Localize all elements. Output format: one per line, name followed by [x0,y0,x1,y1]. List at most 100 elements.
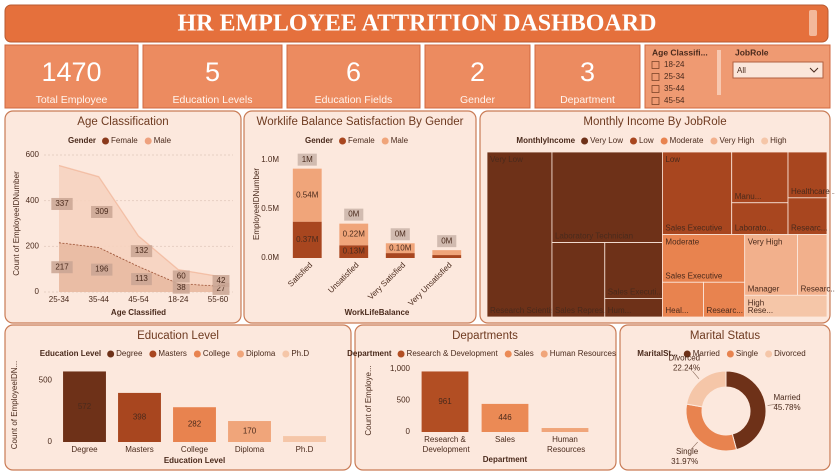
data-label: 309 [95,207,109,216]
bar [118,392,161,442]
slicer-scrollbar [717,50,721,95]
data-label-box [91,263,113,276]
data-label: 42 [217,276,226,285]
data-label-box [390,228,410,241]
y-tick-label: 1,000 [390,364,411,373]
treemap-cell-label: Researc... [707,306,743,315]
checkbox[interactable] [651,73,660,81]
leader-line [690,441,698,450]
data-label: 0M [395,229,406,238]
panel [354,324,617,471]
x-tick-label: 25-34 [49,295,70,304]
data-label: 27 [217,284,226,293]
y-tick-label: 200 [26,241,40,250]
data-label: 0.54M [296,190,319,199]
data-label: 132 [135,246,149,255]
x-tick-label: Diploma [235,445,265,454]
y-tick-label: 0 [406,427,411,436]
x-axis-title: Age Classified [111,308,166,317]
legend-swatch [149,350,157,358]
x-tick-label: 45-54 [128,295,149,304]
legend-swatch [726,350,734,358]
area [59,165,218,286]
kpi-label: Education Fields [315,94,393,106]
bar [228,421,271,442]
x-tick-label: 35-44 [89,295,110,304]
legend-label: Male [391,136,409,145]
data-label-box [212,275,230,288]
legend-swatch [397,350,405,358]
treemap-cell [551,151,663,243]
kpi-label: Gender [460,94,496,106]
treemap-cell-label: Hum... [608,306,632,315]
treemap-cell-label: Sales Executi... [608,288,663,297]
legend-swatch [581,137,589,145]
treemap-cell-label: Researc... [801,284,835,293]
data-label: 60 [177,272,186,281]
legend-title: Department [347,349,392,358]
legend-title: Gender [305,136,333,145]
slicer-option: 35-44 [664,84,685,93]
checkbox[interactable] [651,97,660,105]
treemap-cell-label: Sales Executive [665,224,722,233]
kpi-label: Total Employee [36,94,108,106]
treemap-cell [787,197,828,235]
treemap-group-label: High [748,298,764,307]
slice-label: Married [773,393,800,402]
treemap-cell [797,234,828,296]
data-label: 398 [133,413,147,422]
legend-swatch [339,137,347,145]
legend-label: Female [111,136,138,145]
bar-segment [385,243,415,254]
dropdown[interactable] [732,61,824,79]
legend-swatch [107,350,115,358]
legend-label: High [770,136,786,145]
checkbox[interactable] [651,85,660,93]
legend-swatch [381,137,389,145]
x-axis-title: Department [483,455,528,464]
bar [541,428,589,432]
chart-title: Age Classification [77,116,168,128]
data-label: 217 [55,262,69,271]
legend: Education Level Degree Masters College Diplo… [40,349,310,358]
legend-title: Education Level [40,349,101,358]
checkbox[interactable] [651,61,660,69]
treemap-cell-label: Manu... [735,192,762,201]
x-tick-label: Ph.D [296,445,314,454]
dropdown-chevron [809,67,819,73]
bar [481,403,529,432]
data-label: 0M [348,210,359,219]
legend-title: MaritalSt... [637,349,677,358]
y-tick-label: 0 [35,287,40,296]
legend-label: Masters [158,349,186,358]
legend: MonthlyIncome Very Low Low Moderate Very Hig… [516,136,786,145]
data-label: 446 [498,413,512,422]
data-label: 0.22M [343,230,366,239]
legend-label: Low [639,136,654,145]
legend-title: MonthlyIncome [516,136,575,145]
kpi-card [534,44,641,109]
legend-swatch [683,350,691,358]
y-axis-title: EmployeeIDNumber [252,168,261,240]
data-label-box [344,208,364,221]
legend-swatch [710,137,718,145]
kpi-value: 1470 [41,57,101,87]
slicer-option: 25-34 [664,72,685,81]
y-tick-label: 0.0M [261,253,279,262]
donut-slice [686,370,727,408]
bar-segment [432,255,462,258]
chart-title: Education Level [137,330,219,342]
data-label: 282 [188,420,202,429]
data-label-box [297,153,317,166]
y-axis-title: Count of EmployeeIDN... [10,361,19,449]
y-tick-label: 1.0M [261,155,279,164]
slicer-option: 18-24 [664,60,685,69]
treemap-cell-label: Sales Repres... [555,306,610,315]
treemap-cell-label: Sales Executive [665,271,722,280]
data-label: 38 [177,283,186,292]
title-bar [4,4,829,43]
data-label: 0M [441,236,452,245]
legend-title: Gender [68,136,96,145]
y-axis-title: Count of EmployeeIDNumber [12,171,21,276]
